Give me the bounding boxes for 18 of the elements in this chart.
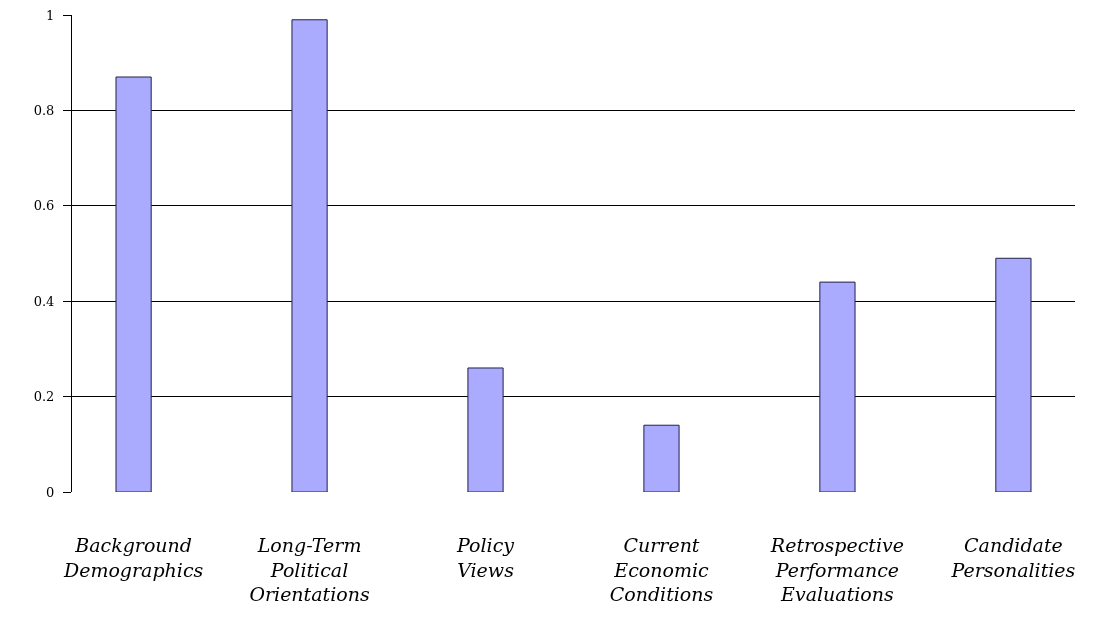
x-tick-label: Long-Term Political Orientations xyxy=(249,534,370,606)
y-tick-label: 0.8 xyxy=(33,102,55,118)
bar xyxy=(819,281,856,492)
bar xyxy=(291,19,328,492)
x-tick-label: Background Demographics xyxy=(62,534,204,581)
y-tick-label: 0.2 xyxy=(33,389,55,405)
bar xyxy=(643,424,680,492)
y-tick-label: 0.6 xyxy=(33,198,55,214)
bar xyxy=(995,257,1032,492)
bar xyxy=(115,76,152,492)
x-tick-label: Retrospective Performance Evaluations xyxy=(769,534,905,606)
bar xyxy=(467,367,504,492)
y-tick-label: 0 xyxy=(46,484,55,500)
x-tick-label: Policy Views xyxy=(456,534,515,581)
y-tick-label: 0.4 xyxy=(33,293,55,309)
y-tick-label: 1 xyxy=(46,7,55,23)
x-tick-label: Candidate Personalities xyxy=(950,534,1076,581)
x-tick-label: Current Economic Conditions xyxy=(609,534,714,606)
